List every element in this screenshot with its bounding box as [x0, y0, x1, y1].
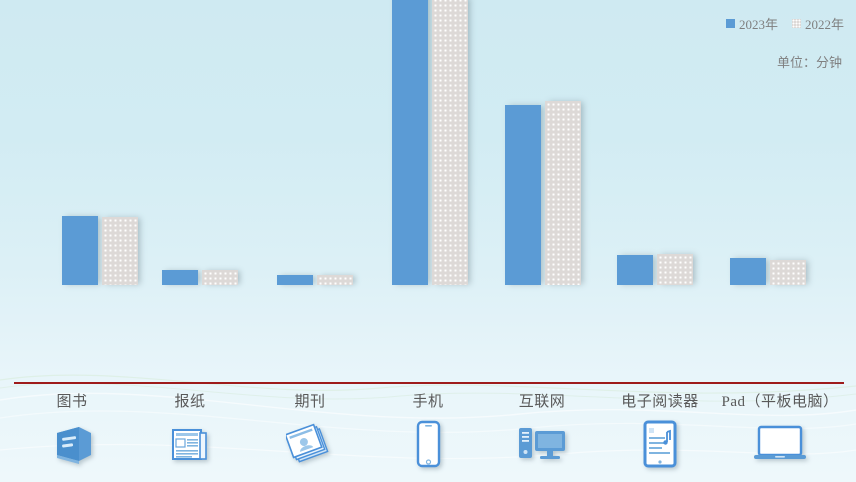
- category-6: Pad（平板电脑）: [705, 390, 855, 470]
- smartphone-icon: [353, 418, 503, 470]
- laptop-icon: [705, 418, 855, 470]
- category-label-2: 期刊: [294, 394, 326, 410]
- category-5: 电子阅读器: [585, 390, 735, 470]
- bar-wrap-2023-5: 10.33: [617, 0, 653, 285]
- bar-2022-0[interactable]: [102, 217, 138, 285]
- bar-group-2: 3.12 3.15: [240, 0, 390, 285]
- chart-legend: 2023年 2022年: [725, 14, 844, 33]
- bar-group-0: 23.38 23.13: [25, 0, 175, 285]
- plot-area: 23.38 23.13 4.97 5.05 3.12: [14, 0, 844, 384]
- category-label-4: 互联网: [518, 394, 566, 410]
- category-1: 报纸: [115, 390, 265, 470]
- bar-wrap-2023-1: 4.97: [162, 0, 198, 285]
- bar-2023-4[interactable]: [505, 105, 541, 285]
- bar-2023-5[interactable]: [617, 255, 653, 285]
- legend-item-2023: 2023年: [725, 14, 778, 33]
- category-3: 手机: [353, 390, 503, 470]
- legend-swatch-2022-icon: [791, 19, 801, 28]
- bar-2022-5[interactable]: [657, 254, 693, 285]
- bar-2023-2[interactable]: [277, 275, 313, 285]
- unit-note: 单位：分钟: [776, 55, 842, 70]
- bar-wrap-2023-4: 65.14: [505, 0, 541, 285]
- bar-wrap-2023-2: 3.12: [277, 0, 313, 285]
- bar-wrap-2022-2: 3.15: [317, 0, 353, 285]
- bar-2023-3[interactable]: [392, 0, 428, 285]
- bar-group-5: 10.33 10.65: [580, 0, 730, 285]
- bar-2022-4[interactable]: [545, 101, 581, 285]
- bar-wrap-2023-0: 23.38: [62, 0, 98, 285]
- bar-2022-3[interactable]: [432, 0, 468, 285]
- category-label-5: 电子阅读器: [621, 394, 699, 410]
- category-0: 图书: [0, 390, 147, 470]
- bar-2023-6[interactable]: [730, 258, 766, 285]
- legend-item-2022: 2022年: [791, 14, 844, 33]
- bar-group-4: 65.14 66.58: [468, 0, 618, 285]
- category-label-1: 报纸: [174, 394, 206, 410]
- category-4: 互联网: [467, 390, 617, 470]
- bar-wrap-2022-4: 66.58: [545, 0, 581, 285]
- bar-2022-6[interactable]: [770, 260, 806, 285]
- x-axis-baseline: [14, 382, 844, 384]
- bar-wrap-2022-3: 105.23: [432, 0, 468, 285]
- bar-wrap-2023-6: 9.11: [730, 0, 766, 285]
- newspaper-icon: [115, 418, 265, 470]
- legend-label-2023: 2023年: [738, 17, 778, 32]
- bar-group-6: 9.11 8.79: [693, 0, 843, 285]
- category-label-0: 图书: [56, 394, 88, 410]
- bar-wrap-2023-3: 106.52: [392, 0, 428, 285]
- bar-group-3: 106.52 105.23: [355, 0, 505, 285]
- category-label-3: 手机: [412, 394, 444, 410]
- ereader-icon: [585, 418, 735, 470]
- magazine-icon: [235, 418, 385, 470]
- bar-2023-1[interactable]: [162, 270, 198, 285]
- category-label-6: Pad（平板电脑）: [721, 394, 839, 410]
- bar-wrap-2022-1: 5.05: [202, 0, 238, 285]
- bar-wrap-2022-6: 8.79: [770, 0, 806, 285]
- legend-swatch-2023-icon: [725, 19, 735, 28]
- category-2: 期刊: [235, 390, 385, 470]
- bar-2023-0[interactable]: [62, 216, 98, 285]
- bar-wrap-2022-0: 23.13: [102, 0, 138, 285]
- bar-2022-2[interactable]: [317, 275, 353, 285]
- legend-label-2022: 2022年: [804, 17, 844, 32]
- bar-group-1: 4.97 5.05: [125, 0, 275, 285]
- desktop-computer-icon: [467, 418, 617, 470]
- bar-2022-1[interactable]: [202, 270, 238, 285]
- bar-wrap-2022-5: 10.65: [657, 0, 693, 285]
- book-icon: [0, 418, 147, 470]
